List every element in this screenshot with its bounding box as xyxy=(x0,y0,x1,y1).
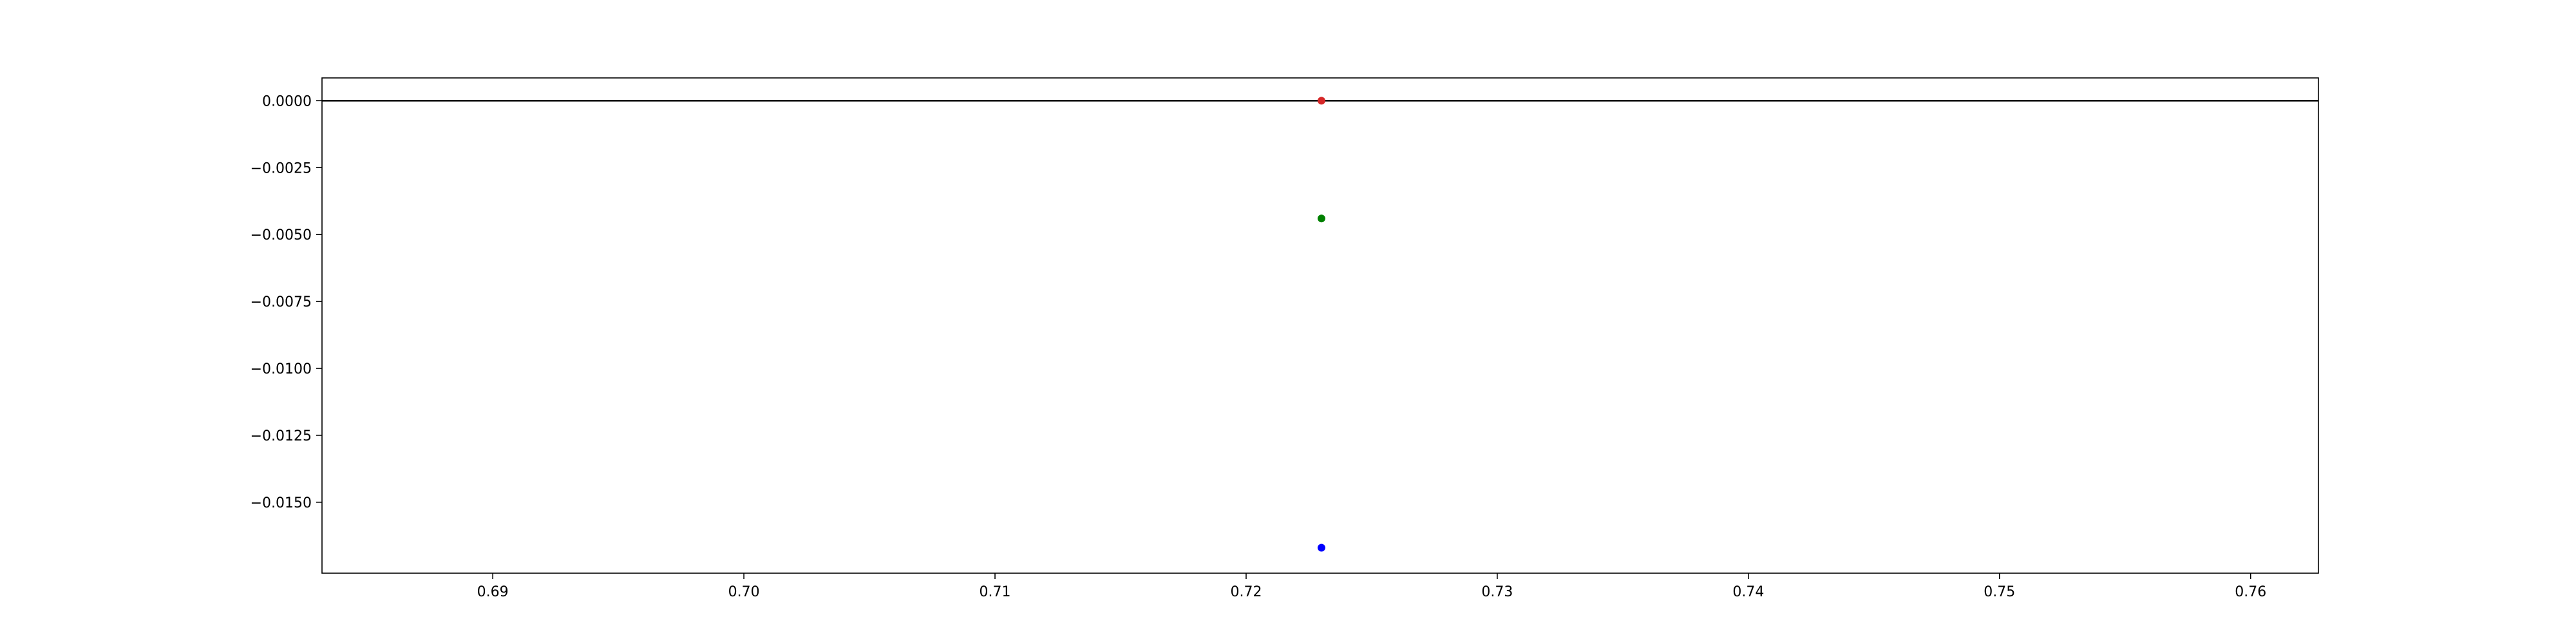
x-tick-label: 0.72 xyxy=(1230,584,1262,600)
plot-area xyxy=(322,97,2318,552)
data-point-3 xyxy=(1317,544,1325,552)
x-tick-label: 0.73 xyxy=(1481,584,1513,600)
y-tick-label: −0.0100 xyxy=(251,361,312,377)
x-tick-label: 0.69 xyxy=(477,584,509,600)
x-tick-label: 0.71 xyxy=(980,584,1011,600)
x-axis: 0.69 0.70 0.71 0.72 0.73 0.74 0.75 0.76 xyxy=(477,573,2266,600)
x-tick-label: 0.76 xyxy=(2235,584,2266,600)
y-tick-label: −0.0050 xyxy=(251,227,312,243)
y-tick-label: 0.0000 xyxy=(262,93,312,109)
y-tick-label: −0.0125 xyxy=(251,428,312,444)
data-point-2 xyxy=(1317,214,1325,223)
y-tick-label: −0.0025 xyxy=(251,160,312,176)
x-tick-label: 0.70 xyxy=(728,584,760,600)
y-axis: 0.0000 −0.0025 −0.0050 −0.0075 −0.0100 −0.012… xyxy=(251,93,322,511)
x-tick-label: 0.74 xyxy=(1732,584,1764,600)
x-tick-label: 0.75 xyxy=(1984,584,2015,600)
axes-frame xyxy=(321,77,2319,574)
y-tick-label: −0.0150 xyxy=(251,495,312,511)
data-point-1 xyxy=(1317,97,1325,105)
y-tick-label: −0.0075 xyxy=(251,294,312,310)
